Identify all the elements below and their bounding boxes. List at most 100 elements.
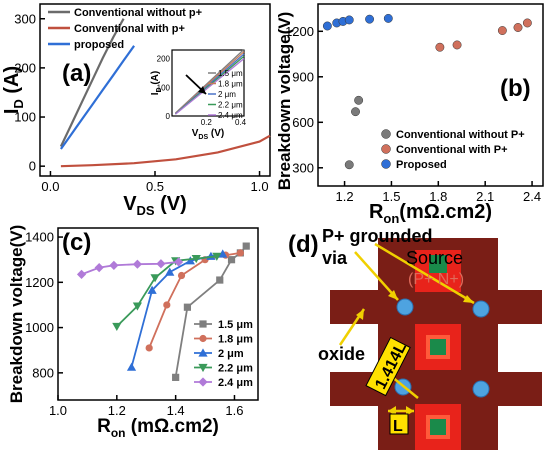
panel-b-y-axis-title: Breakdown voltage(V) — [275, 12, 294, 191]
panel-c-point — [94, 263, 104, 273]
panel-b-y-tick-label: 1200 — [285, 24, 314, 39]
panel-c-point — [132, 302, 143, 311]
panel-c-x-tick-label: 1.6 — [225, 403, 243, 418]
oxide-label: oxide — [318, 344, 365, 364]
panel-b-label: (b) — [500, 75, 531, 102]
oxide-pointer-arrowhead — [356, 309, 364, 320]
panel-b-point — [435, 42, 445, 52]
panel-c-x-tick-label: 1.4 — [167, 403, 185, 418]
panel-c-point — [173, 257, 184, 267]
panel-a-series-line — [59, 18, 125, 147]
panel-b-x-tick-label: 1.8 — [429, 189, 447, 204]
panel-c-point — [242, 242, 250, 250]
panel-b-legend-label: Proposed — [396, 159, 447, 171]
panel-c-legend-label: 1.8 μm — [218, 334, 253, 346]
panel-b-point — [365, 14, 375, 24]
panel-c-point — [112, 322, 122, 332]
panel-c-point — [218, 249, 228, 258]
panel-b-point — [322, 21, 332, 31]
panel-c-point — [126, 362, 137, 371]
via-top-left — [396, 298, 414, 316]
panel-a-inset-y-axis-title: ID (A) — [150, 71, 163, 96]
via-bottom-right — [472, 380, 490, 398]
panel-a-y-tick-label: 100 — [14, 110, 36, 125]
panel-c-point — [177, 271, 186, 280]
panel-c-series-line — [130, 253, 223, 368]
panel-a-x-tick-label: 0.0 — [41, 179, 59, 194]
panel-c-x-tick-label: 1.0 — [49, 403, 67, 418]
panel-c-point — [172, 373, 180, 381]
panel-c-point — [156, 259, 166, 269]
panel-c-point — [163, 301, 171, 309]
panel-a-inset-arrowhead — [198, 86, 206, 94]
panel-b-point — [452, 40, 462, 50]
panel-a-inset-y-tick-label: 100 — [157, 83, 171, 92]
panel-c-point — [109, 260, 119, 270]
panel-a-series-line — [60, 45, 135, 150]
panel-b-x-tick-label: 2.4 — [523, 189, 541, 204]
oxide-vertical-bar-right — [464, 238, 498, 450]
panel-a-legend-label: proposed — [74, 39, 124, 51]
panel-c-point — [212, 252, 222, 261]
panel-c-y-tick-label: 1200 — [25, 275, 54, 290]
panel-a-y-tick-label: 200 — [14, 60, 36, 75]
panel-c-y-tick-label: 1400 — [25, 230, 54, 245]
panel-a-inset-y-tick-label: 200 — [157, 55, 171, 64]
source-label-1: Source — [406, 248, 463, 268]
panel-b-x-tick-label: 1.5 — [382, 189, 400, 204]
panel-c-point — [183, 303, 192, 311]
panel-b-point — [354, 95, 364, 105]
panel-b-legend-label: Conventional with P+ — [396, 144, 508, 156]
panel-b-x-tick-label: 2.1 — [476, 189, 494, 204]
panel-c-label: (c) — [62, 229, 91, 256]
panel-c-legend-marker — [198, 348, 208, 357]
panel-c-series-line — [116, 255, 217, 328]
source-n-region-bot — [430, 419, 446, 435]
panel-c-chart: 1.0 1.2 1.4 1.6 800 1000 1200 1400 1.5 μm 1.8 μm 2… — [7, 225, 259, 440]
panel-a-inset-x-axis-title: VDS (V) — [192, 128, 225, 141]
panel-a-inset-legend-label: 2 μm — [218, 90, 236, 99]
panel-c-x-tick-label: 1.2 — [108, 403, 126, 418]
panel-c-legend-label: 2 μm — [218, 348, 244, 360]
p-grounded-label-1: P+ grounded — [322, 226, 433, 246]
panel-a-y-axis-title: ID (A) — [1, 66, 26, 114]
oxide-horizontal-bar-bottom — [330, 372, 542, 406]
panel-c-point — [132, 259, 143, 269]
panel-b-x-axis-title: Ron(mΩ.cm2) — [369, 201, 492, 226]
panel-c-point — [150, 274, 160, 283]
via-pointer-arrowhead-2 — [463, 295, 474, 303]
panel-a-inset-x-tick-label: 0.2 — [201, 118, 213, 127]
panel-c-legend-marker — [199, 334, 207, 343]
panel-a-inset-legend-label: 2.4 μm — [218, 111, 243, 120]
panel-c-legend-marker — [198, 377, 208, 387]
panel-b-legend-marker — [381, 129, 391, 139]
via-pointer-arrow-1 — [354, 251, 399, 301]
panel-c-x-axis-title: Ron (mΩ.cm2) — [97, 416, 219, 440]
panel-c-plot-frame — [57, 227, 259, 401]
panel-a-inset-y-tick-label: 0 — [166, 112, 171, 121]
panel-b-y-tick-label: 900 — [292, 69, 314, 84]
panel-b-point — [497, 26, 507, 35]
panel-a-legend-label: Conventional with p+ — [74, 23, 185, 35]
panel-b-legend-marker — [381, 144, 391, 154]
via-top-right — [472, 300, 490, 318]
panel-c-legend-marker — [199, 320, 207, 328]
panel-a-inset-legend-label: 1.8 μm — [218, 80, 243, 89]
panel-a-inset-legend-label: 1.5 μm — [218, 69, 243, 78]
panel-d-diagram: (d) P+ grounded via Source (P+ N+) oxide… — [288, 226, 542, 450]
via-pointer-arrow-2 — [374, 242, 475, 305]
panel-c-y-tick-label: 800 — [32, 365, 54, 380]
panel-b-plot-frame — [317, 3, 544, 187]
panel-a-x-tick-label: 1.0 — [251, 179, 269, 194]
panel-a-y-tick-label: 300 — [14, 11, 36, 26]
panel-b-point — [522, 18, 532, 28]
source-label-2: (P+ N+) — [408, 271, 464, 288]
via-pointer-arrowhead-1 — [388, 290, 398, 300]
panel-c-point — [76, 269, 87, 279]
panel-a-x-axis-title: VDS (V) — [123, 193, 187, 218]
panel-a-y-tick-label: 0 — [29, 159, 36, 174]
panel-c-point — [147, 285, 157, 294]
panel-a-inset-legend-label: 2.2 μm — [218, 101, 243, 110]
p-grounded-label-2: via — [322, 248, 348, 268]
